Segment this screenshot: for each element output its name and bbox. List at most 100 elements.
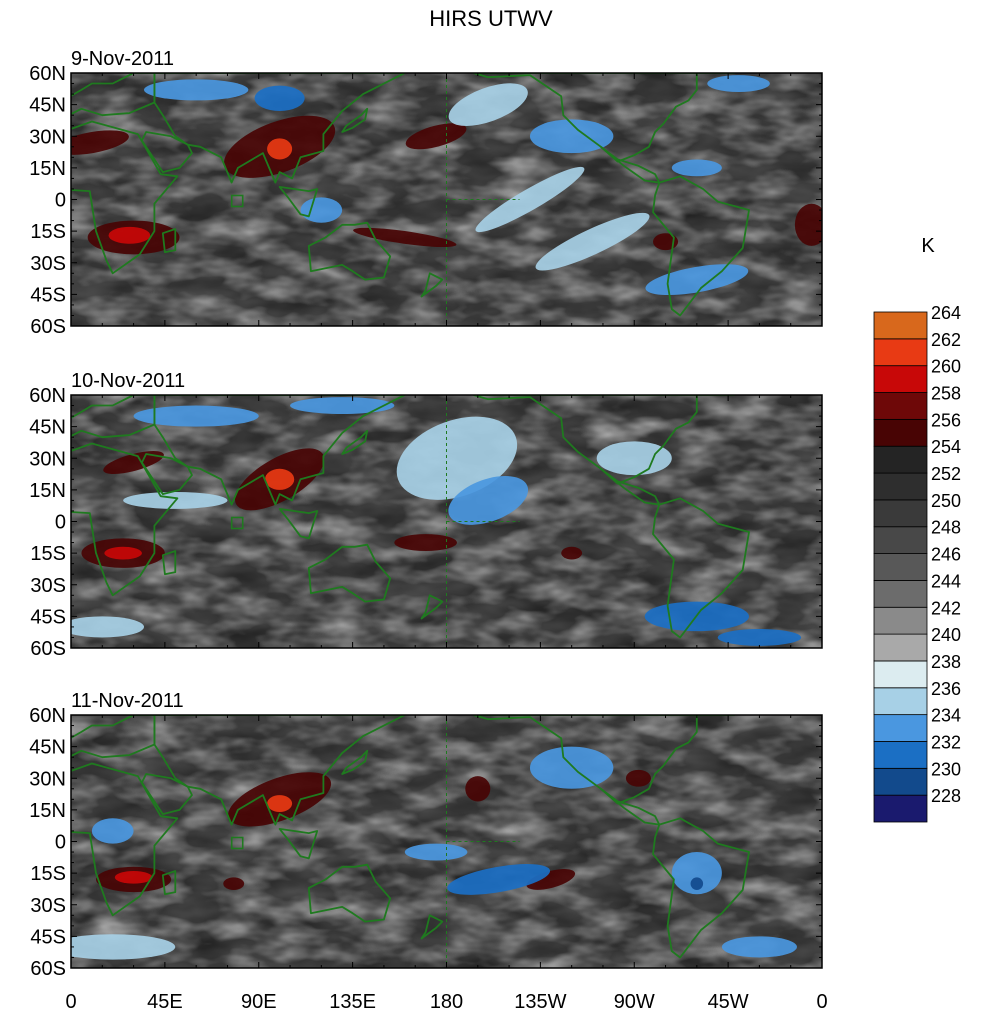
- field-feature: [290, 397, 395, 414]
- coastline-nz: [420, 594, 444, 620]
- lat-tick-label: 15S: [30, 863, 66, 885]
- field-feature: [721, 936, 797, 958]
- lat-tick-label: 45S: [30, 926, 66, 948]
- field-feature: [690, 877, 704, 890]
- coastline-madagascar: [161, 228, 177, 254]
- field-feature: [108, 226, 151, 244]
- field-feature: [561, 546, 583, 560]
- colorbar-segment: [873, 553, 928, 581]
- coastline-arabia: [140, 131, 193, 174]
- colorbar-tick-label: 238: [931, 652, 961, 672]
- field-feature: [653, 233, 679, 251]
- coastline-africa: [71, 120, 179, 275]
- colorbar-tick-label: 254: [931, 437, 961, 457]
- colorbar-segment: [873, 392, 928, 420]
- colorbar-segment: [873, 580, 928, 608]
- field-feature: [405, 123, 467, 150]
- coastline-samerica: [652, 497, 750, 639]
- coastline-nz: [420, 272, 444, 298]
- field-feature: [265, 468, 295, 490]
- region-box: [230, 194, 244, 208]
- colorbar-segment: [873, 714, 928, 742]
- panel-date-label: 10-Nov-2011: [71, 370, 185, 392]
- coastline-samerica: [652, 817, 750, 959]
- coastline-europe: [71, 715, 156, 759]
- coastline-arabia: [140, 773, 193, 815]
- field-feature: [794, 203, 822, 246]
- field-feature: [465, 776, 491, 802]
- lat-tick-label: 30N: [29, 126, 66, 148]
- coastline-europe: [71, 395, 156, 439]
- lat-tick-label: 60N: [29, 63, 66, 85]
- lat-tick-label: 30S: [30, 895, 66, 917]
- field-feature: [625, 769, 651, 787]
- field-feature: [104, 546, 142, 560]
- field-feature: [133, 405, 259, 427]
- field-feature: [267, 795, 293, 812]
- colorbar-tick-label: 252: [931, 464, 961, 484]
- colorbar-segment: [873, 633, 928, 662]
- lon-tick-label: 90W: [614, 991, 655, 1013]
- colorbar-segment: [873, 741, 928, 769]
- colorbar-tick-label: 230: [931, 759, 961, 779]
- coastline-namerica: [472, 395, 698, 485]
- coastline-europe: [71, 73, 156, 117]
- colorbar-tick-label: 260: [931, 357, 961, 377]
- coastline-nz: [420, 914, 444, 940]
- coastline-japan: [341, 749, 369, 775]
- field-feature: [71, 616, 145, 638]
- field-feature: [254, 85, 305, 111]
- coastline-camerica: [600, 467, 661, 506]
- units-label: K: [921, 235, 935, 257]
- field-feature: [475, 166, 585, 233]
- field-feature: [447, 864, 551, 895]
- panels: 9-Nov-201160N45N30N15N015S30S45S60S10-No…: [29, 48, 827, 1013]
- colorbar-segment: [873, 311, 928, 340]
- colorbar-segment: [873, 794, 928, 823]
- field-feature: [526, 869, 576, 890]
- coastline-samerica: [652, 175, 750, 317]
- lat-tick-label: 0: [55, 190, 66, 212]
- colorbar-tick-label: 228: [931, 786, 961, 806]
- colorbar-segment: [873, 472, 928, 501]
- lon-tick-label: 45W: [708, 991, 749, 1013]
- coastline-camerica: [600, 145, 661, 184]
- field-feature: [103, 450, 164, 474]
- colorbar-tick-label: 242: [931, 598, 961, 618]
- lon-tick-label: 0: [816, 991, 827, 1013]
- region-box: [230, 836, 244, 850]
- colorbar-segment: [873, 660, 928, 689]
- lat-tick-label: 60N: [29, 385, 66, 407]
- lat-tick-label: 60S: [30, 316, 66, 338]
- colorbar: 228 230 232 234 236 238 240 242 244 246 248 250 252 2…: [873, 303, 961, 823]
- lat-tick-label: 30N: [29, 448, 66, 470]
- lat-tick-label: 60N: [29, 705, 66, 727]
- colorbar-segment: [873, 418, 928, 447]
- field-feature: [717, 629, 802, 646]
- colorbar-tick-label: 264: [931, 303, 961, 323]
- lat-tick-label: 45N: [29, 95, 66, 117]
- lon-tick-label: 180: [430, 991, 463, 1013]
- lon-tick-label: 0: [65, 991, 76, 1013]
- lon-tick-label: 90E: [241, 991, 277, 1013]
- field-feature: [529, 119, 614, 154]
- field-feature: [394, 534, 457, 552]
- coastline-africa: [71, 442, 179, 597]
- coastline-japan: [341, 429, 369, 455]
- field-feature: [448, 83, 528, 126]
- field-feature: [144, 79, 249, 101]
- lon-tick-label: 135W: [514, 991, 566, 1013]
- lon-axis-labels: 0 45E 90E 135E 180 135W 90W 45W 0: [65, 991, 827, 1013]
- field-feature: [267, 138, 293, 160]
- coastline-seasia: [278, 185, 319, 218]
- region-box: [230, 516, 244, 530]
- colorbar-tick-label: 236: [931, 679, 961, 699]
- lat-tick-label: 15S: [30, 221, 66, 243]
- coastline-australia: [307, 863, 392, 923]
- field-feature: [300, 197, 343, 223]
- field-feature: [91, 818, 134, 844]
